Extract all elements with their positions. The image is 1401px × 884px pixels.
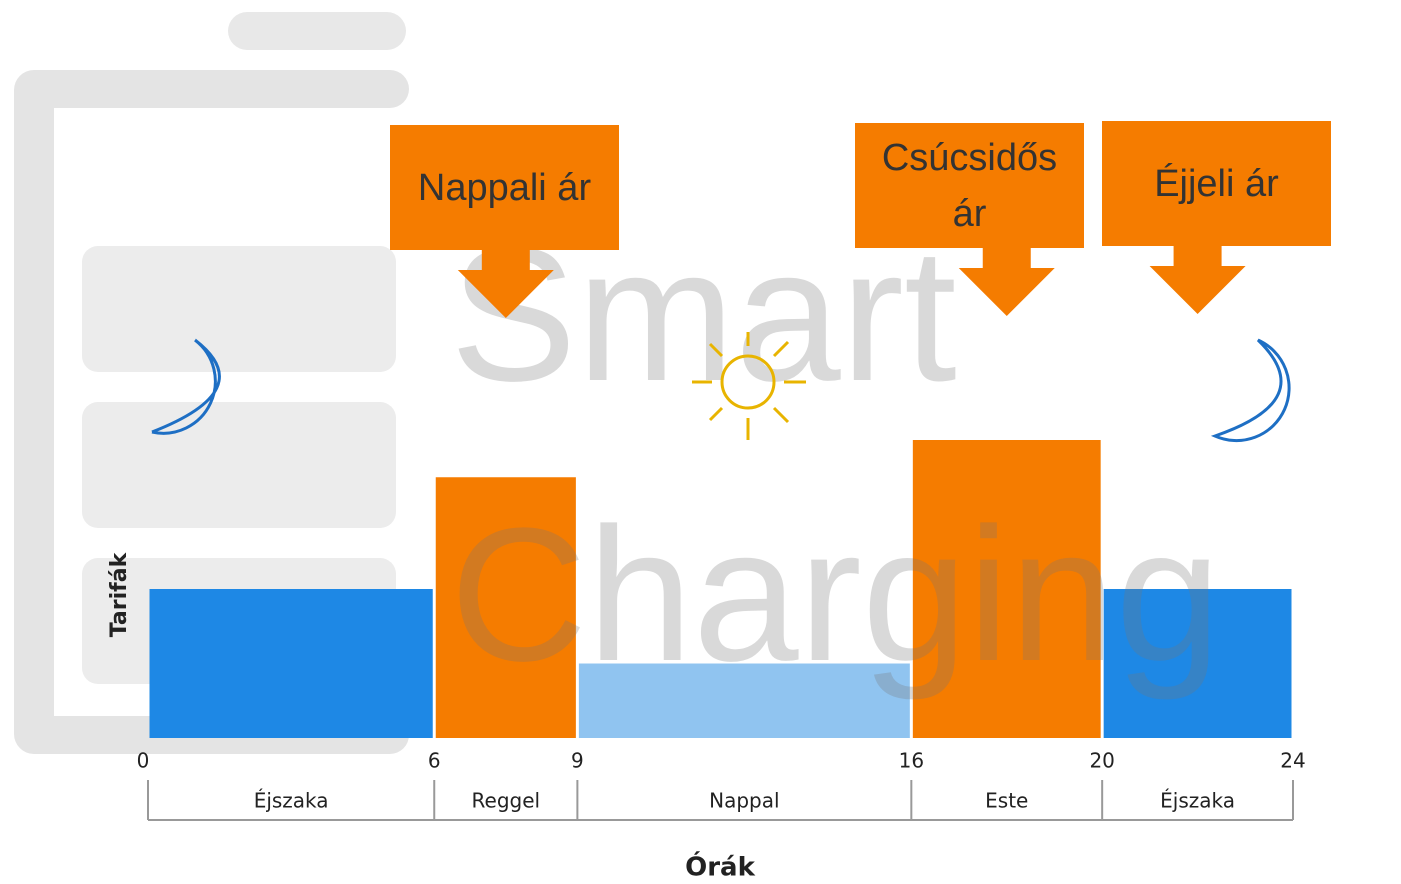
period-label: Éjszaka [254,789,329,813]
callout: Éjjeli ár [1102,121,1331,246]
bar [150,589,433,738]
x-tick-label: 16 [899,749,924,773]
callout: Nappali ár [390,125,619,250]
x-axis-label: Órák [685,851,755,883]
period-label: Nappal [709,789,779,813]
y-axis-label: Tarifák [107,551,132,637]
x-tick-label: 20 [1089,749,1114,773]
x-tick-label: 24 [1280,749,1305,773]
period-label: Éjszaka [1160,789,1235,813]
x-tick-label: 6 [428,749,441,773]
period-label: Este [985,789,1028,813]
period-label: Reggel [472,789,541,813]
page: SmartCharging Tarifák Órák 0 6 9 16 20 24 Éjsz… [0,0,1401,884]
callout-arrow [1150,246,1246,314]
callout: Csúcsidős ár [855,123,1084,248]
x-tick-label: 0 [137,749,150,773]
callout-arrow [959,248,1055,316]
x-tick-label: 9 [571,749,584,773]
